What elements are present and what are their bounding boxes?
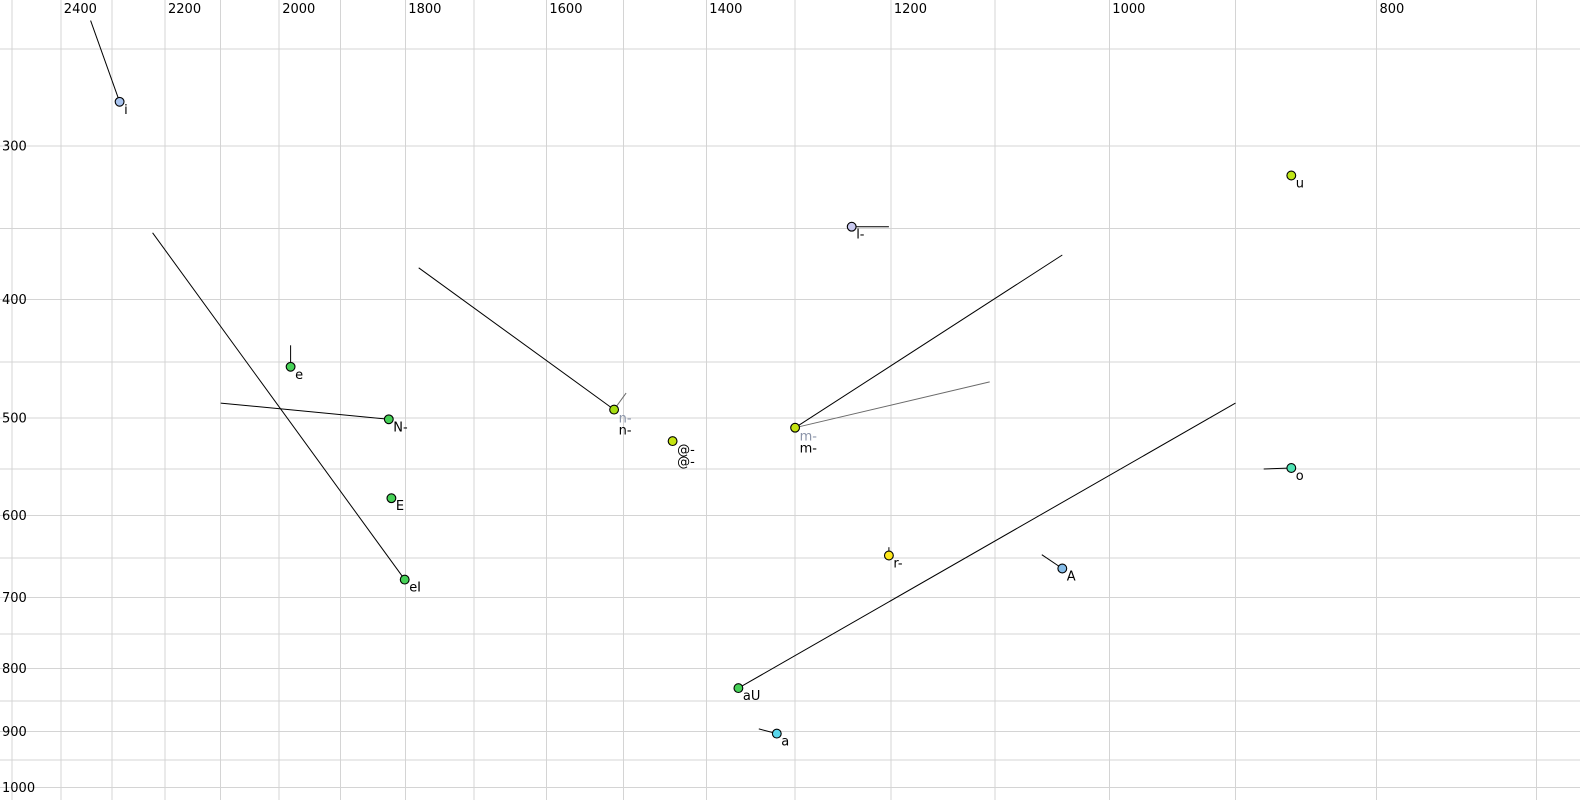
tick-label-layer: 2400 2200 2000 1800 1600 1400 1200 1000 800 300 40… bbox=[2, 2, 1404, 796]
point-label-i: i bbox=[124, 103, 128, 118]
point-label-o: o bbox=[1296, 469, 1304, 484]
trajectory-line-i bbox=[90, 20, 121, 102]
point-label-A: A bbox=[1067, 570, 1076, 585]
point-label-n-: n- bbox=[619, 412, 632, 427]
point-label-n-: n- bbox=[619, 424, 632, 439]
trajectory-line-m- bbox=[794, 381, 990, 429]
x-tick-label: 1400 bbox=[709, 2, 742, 17]
x-tick-label: 2000 bbox=[282, 2, 315, 17]
data-point-eI bbox=[399, 574, 410, 585]
data-point-u bbox=[1286, 170, 1297, 181]
data-point-m- bbox=[790, 422, 801, 433]
point-label-N-: N- bbox=[393, 420, 408, 435]
point-label-e: e bbox=[295, 368, 303, 383]
y-tick-label: 800 bbox=[2, 662, 27, 677]
data-point-n- bbox=[609, 404, 620, 415]
x-tick-label: 1200 bbox=[894, 2, 927, 17]
trajectory-line-m- bbox=[794, 254, 1063, 429]
point-label-eI: eI bbox=[409, 581, 421, 596]
point-label-m-: m- bbox=[800, 430, 818, 445]
point-label-l-: l- bbox=[856, 228, 865, 243]
data-point-N- bbox=[383, 414, 394, 425]
y-tick-label: 500 bbox=[2, 412, 27, 427]
data-point-E bbox=[386, 493, 397, 504]
data-point-i bbox=[114, 96, 125, 107]
y-tick-label: 600 bbox=[2, 509, 27, 524]
data-point-r- bbox=[883, 550, 894, 561]
point-label-E: E bbox=[396, 499, 404, 514]
data-point-l- bbox=[846, 221, 857, 232]
y-tick-label: 700 bbox=[2, 591, 27, 606]
point-label-a: a bbox=[781, 735, 789, 750]
point-label-@-: @- bbox=[677, 443, 695, 458]
data-point-A bbox=[1057, 563, 1068, 574]
trajectory-line-eI bbox=[152, 232, 406, 580]
point-label-r-: r- bbox=[893, 557, 903, 572]
data-point-aU bbox=[733, 683, 744, 694]
x-tick-label: 2400 bbox=[64, 2, 97, 17]
trajectory-layer bbox=[90, 20, 1292, 735]
x-tick-label: 1000 bbox=[1112, 2, 1145, 17]
y-tick-label: 900 bbox=[2, 725, 27, 740]
y-tick-label: 300 bbox=[2, 140, 27, 155]
point-label-u: u bbox=[1296, 177, 1304, 192]
point-label-aU: aU bbox=[743, 689, 760, 704]
x-tick-label: 800 bbox=[1380, 2, 1405, 17]
point-label-layer: i e N- EeI n-n- @-@- m-m-aU a r-l- Ao u bbox=[124, 103, 1304, 750]
y-tick-label: 1000 bbox=[2, 781, 35, 796]
x-tick-label: 2200 bbox=[168, 2, 201, 17]
y-tick-label: 400 bbox=[2, 293, 27, 308]
data-point-a bbox=[771, 728, 782, 739]
trajectory-line-N- bbox=[220, 402, 389, 420]
x-tick-label: 1800 bbox=[408, 2, 441, 17]
data-point-layer bbox=[114, 96, 1297, 739]
data-point-@- bbox=[667, 436, 678, 447]
trajectory-line-aU bbox=[738, 402, 1236, 689]
data-point-o bbox=[1286, 463, 1297, 473]
point-label-m-: m- bbox=[800, 442, 818, 457]
point-label-@-: @- bbox=[677, 455, 695, 470]
x-tick-label: 1600 bbox=[549, 2, 582, 17]
data-point-e bbox=[285, 361, 296, 372]
trajectory-line-n- bbox=[418, 267, 615, 411]
